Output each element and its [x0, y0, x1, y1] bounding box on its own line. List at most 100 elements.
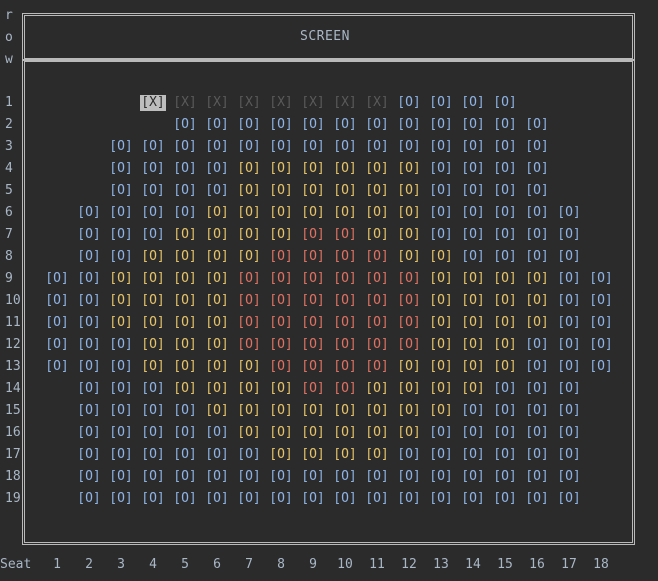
- seat-9-10[interactable]: [O]: [333, 271, 357, 286]
- seat-12-1[interactable]: [O]: [45, 337, 69, 352]
- seat-16-14[interactable]: [O]: [461, 425, 485, 440]
- seat-19-5[interactable]: [O]: [173, 491, 197, 506]
- seat-5-4[interactable]: [O]: [141, 183, 165, 198]
- seat-13-16[interactable]: [O]: [525, 359, 549, 374]
- seat-1-4[interactable]: [X]: [140, 95, 166, 111]
- seat-12-4[interactable]: [O]: [141, 337, 165, 352]
- seat-9-15[interactable]: [O]: [493, 271, 517, 286]
- seat-11-14[interactable]: [O]: [461, 315, 485, 330]
- seat-13-12[interactable]: [O]: [397, 359, 421, 374]
- seat-5-5[interactable]: [O]: [173, 183, 197, 198]
- seat-10-6[interactable]: [O]: [205, 293, 229, 308]
- seat-17-9[interactable]: [O]: [301, 447, 325, 462]
- seat-3-12[interactable]: [O]: [397, 139, 421, 154]
- seat-7-16[interactable]: [O]: [525, 227, 549, 242]
- seat-2-16[interactable]: [O]: [525, 117, 549, 132]
- seat-15-10[interactable]: [O]: [333, 403, 357, 418]
- seat-13-15[interactable]: [O]: [493, 359, 517, 374]
- seat-8-12[interactable]: [O]: [397, 249, 421, 264]
- seat-10-15[interactable]: [O]: [493, 293, 517, 308]
- seat-13-5[interactable]: [O]: [173, 359, 197, 374]
- seat-1-12[interactable]: [O]: [397, 95, 421, 110]
- seat-18-12[interactable]: [O]: [397, 469, 421, 484]
- seat-13-6[interactable]: [O]: [205, 359, 229, 374]
- seat-1-13[interactable]: [O]: [429, 95, 453, 110]
- seat-4-12[interactable]: [O]: [397, 161, 421, 176]
- seat-9-5[interactable]: [O]: [173, 271, 197, 286]
- seat-11-3[interactable]: [O]: [109, 315, 133, 330]
- seat-19-10[interactable]: [O]: [333, 491, 357, 506]
- seat-5-6[interactable]: [O]: [205, 183, 229, 198]
- seat-8-4[interactable]: [O]: [141, 249, 165, 264]
- seat-13-13[interactable]: [O]: [429, 359, 453, 374]
- seat-5-15[interactable]: [O]: [493, 183, 517, 198]
- seat-11-4[interactable]: [O]: [141, 315, 165, 330]
- seat-15-9[interactable]: [O]: [301, 403, 325, 418]
- seat-3-4[interactable]: [O]: [141, 139, 165, 154]
- seat-6-2[interactable]: [O]: [77, 205, 101, 220]
- seat-6-16[interactable]: [O]: [525, 205, 549, 220]
- seat-19-4[interactable]: [O]: [141, 491, 165, 506]
- seat-19-16[interactable]: [O]: [525, 491, 549, 506]
- seat-16-17[interactable]: [O]: [557, 425, 581, 440]
- seat-7-2[interactable]: [O]: [77, 227, 101, 242]
- seat-12-6[interactable]: [O]: [205, 337, 229, 352]
- seat-15-7[interactable]: [O]: [237, 403, 261, 418]
- seat-9-7[interactable]: [O]: [237, 271, 261, 286]
- seat-9-4[interactable]: [O]: [141, 271, 165, 286]
- seat-15-17[interactable]: [O]: [557, 403, 581, 418]
- seat-19-9[interactable]: [O]: [301, 491, 325, 506]
- seat-11-17[interactable]: [O]: [557, 315, 581, 330]
- seat-14-6[interactable]: [O]: [205, 381, 229, 396]
- seat-7-4[interactable]: [O]: [141, 227, 165, 242]
- seat-12-9[interactable]: [O]: [301, 337, 325, 352]
- seat-13-9[interactable]: [O]: [301, 359, 325, 374]
- seat-12-11[interactable]: [O]: [365, 337, 389, 352]
- seat-2-10[interactable]: [O]: [333, 117, 357, 132]
- seat-8-8[interactable]: [O]: [269, 249, 293, 264]
- seat-11-10[interactable]: [O]: [333, 315, 357, 330]
- seat-3-10[interactable]: [O]: [333, 139, 357, 154]
- seat-9-1[interactable]: [O]: [45, 271, 69, 286]
- seat-17-14[interactable]: [O]: [461, 447, 485, 462]
- seat-7-15[interactable]: [O]: [493, 227, 517, 242]
- seat-4-4[interactable]: [O]: [141, 161, 165, 176]
- seat-19-13[interactable]: [O]: [429, 491, 453, 506]
- seat-9-13[interactable]: [O]: [429, 271, 453, 286]
- seat-19-17[interactable]: [O]: [557, 491, 581, 506]
- seat-9-18[interactable]: [O]: [589, 271, 613, 286]
- seat-8-16[interactable]: [O]: [525, 249, 549, 264]
- seat-7-7[interactable]: [O]: [237, 227, 261, 242]
- seat-11-8[interactable]: [O]: [269, 315, 293, 330]
- seat-6-6[interactable]: [O]: [205, 205, 229, 220]
- seat-7-13[interactable]: [O]: [429, 227, 453, 242]
- seat-17-12[interactable]: [O]: [397, 447, 421, 462]
- seat-4-5[interactable]: [O]: [173, 161, 197, 176]
- seat-16-6[interactable]: [O]: [205, 425, 229, 440]
- seat-3-8[interactable]: [O]: [269, 139, 293, 154]
- seat-17-7[interactable]: [O]: [237, 447, 261, 462]
- seat-16-11[interactable]: [O]: [365, 425, 389, 440]
- seat-2-12[interactable]: [O]: [397, 117, 421, 132]
- seat-9-3[interactable]: [O]: [109, 271, 133, 286]
- seat-11-7[interactable]: [O]: [237, 315, 261, 330]
- seat-6-11[interactable]: [O]: [365, 205, 389, 220]
- seat-9-17[interactable]: [O]: [557, 271, 581, 286]
- seat-3-7[interactable]: [O]: [237, 139, 261, 154]
- seat-12-7[interactable]: [O]: [237, 337, 261, 352]
- seat-14-11[interactable]: [O]: [365, 381, 389, 396]
- seat-9-11[interactable]: [O]: [365, 271, 389, 286]
- seat-19-15[interactable]: [O]: [493, 491, 517, 506]
- seat-6-4[interactable]: [O]: [141, 205, 165, 220]
- seat-19-14[interactable]: [O]: [461, 491, 485, 506]
- seat-4-11[interactable]: [O]: [365, 161, 389, 176]
- seat-13-7[interactable]: [O]: [237, 359, 261, 374]
- seat-15-13[interactable]: [O]: [429, 403, 453, 418]
- seat-18-4[interactable]: [O]: [141, 469, 165, 484]
- seat-7-9[interactable]: [O]: [301, 227, 325, 242]
- seat-12-13[interactable]: [O]: [429, 337, 453, 352]
- seat-7-6[interactable]: [O]: [205, 227, 229, 242]
- seat-16-10[interactable]: [O]: [333, 425, 357, 440]
- seat-5-13[interactable]: [O]: [429, 183, 453, 198]
- seat-15-5[interactable]: [O]: [173, 403, 197, 418]
